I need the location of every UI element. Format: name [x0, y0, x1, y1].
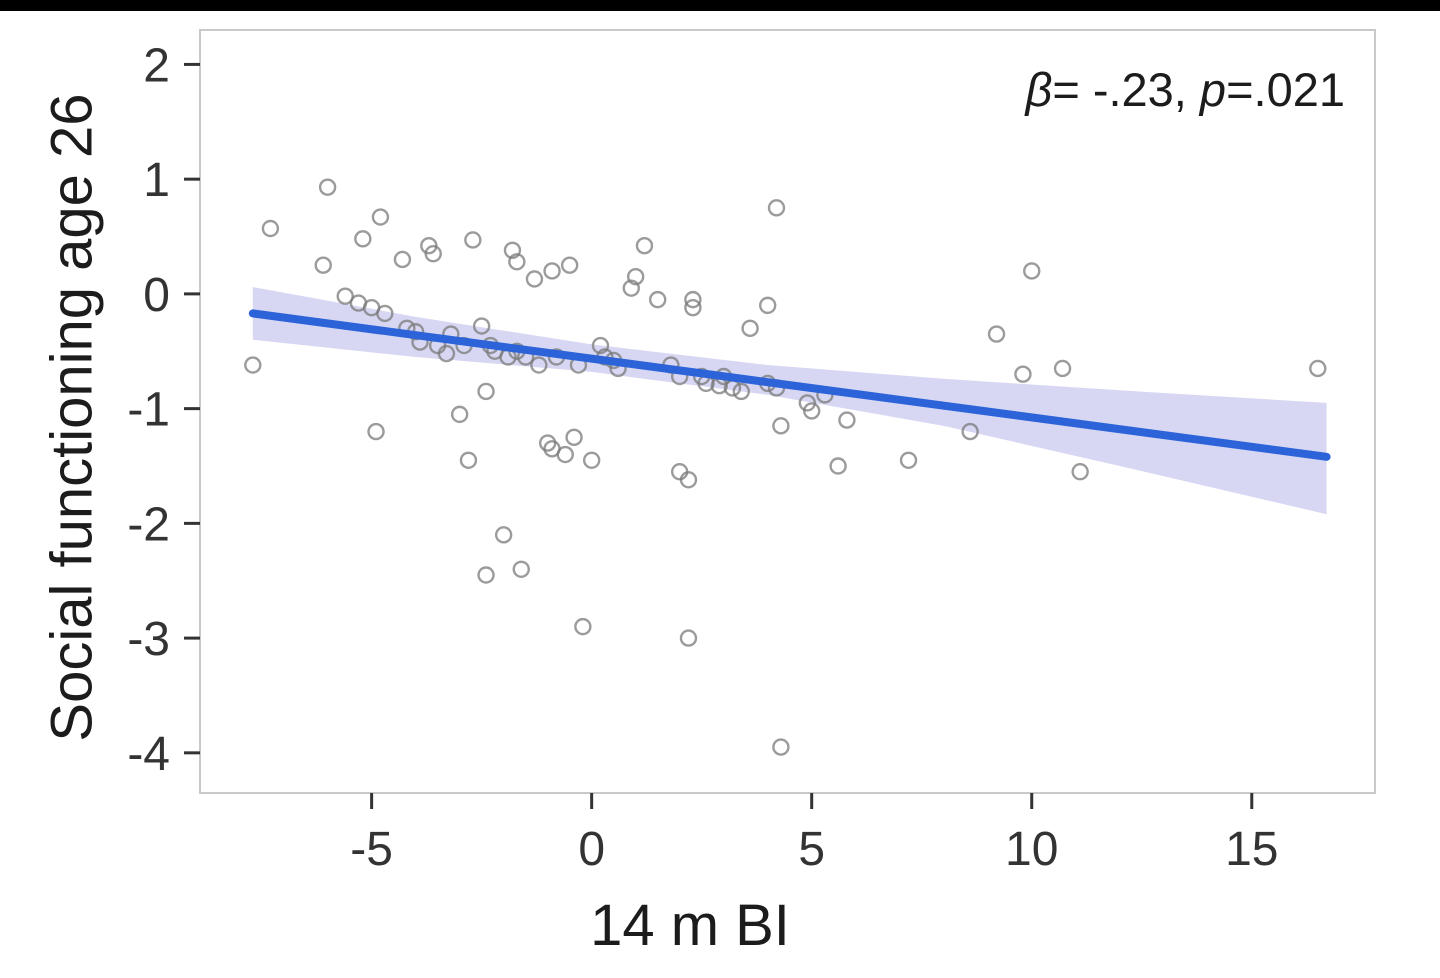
y-tick-label: -2 [127, 498, 170, 551]
data-point [261, 219, 280, 238]
y-tick-label: -4 [127, 728, 170, 781]
y-tick-label: 0 [143, 269, 170, 322]
data-point [494, 526, 513, 544]
data-point [503, 241, 522, 259]
data-point [961, 422, 979, 441]
data-point [560, 256, 579, 274]
x-tick-label: 5 [798, 823, 825, 876]
p-value: =.021 [1226, 63, 1345, 116]
data-point [1071, 463, 1089, 481]
data-point [367, 422, 385, 441]
data-point [318, 178, 337, 196]
data-point [622, 279, 640, 297]
stats-annotation: β= -.23, p=.021 [1025, 62, 1345, 117]
data-point [803, 402, 821, 420]
regression-line [248, 309, 1331, 461]
data-point [530, 356, 548, 374]
data-point [582, 451, 601, 469]
x-tick-label: -5 [350, 823, 393, 876]
data-point [512, 560, 530, 578]
data-point [393, 250, 412, 269]
data-point [829, 457, 847, 475]
data-point [556, 445, 574, 464]
data-point [772, 738, 790, 756]
data-point [464, 231, 482, 249]
data-point [376, 304, 394, 323]
y-axis-label: Social functioning age 26 [39, 93, 105, 742]
data-point [1023, 262, 1041, 280]
data-point [477, 382, 495, 401]
data-point [679, 629, 698, 647]
window-top-edge [0, 0, 1440, 11]
y-tick-label: 1 [143, 154, 170, 207]
x-tick-label: 15 [1225, 823, 1278, 876]
data-point [437, 344, 456, 363]
data-point [648, 290, 667, 309]
y-tick-label: 2 [143, 39, 170, 92]
data-point [336, 287, 354, 305]
data-point [758, 296, 777, 315]
beta-symbol: β [1025, 63, 1053, 116]
data-point [354, 230, 372, 248]
data-point [635, 237, 654, 255]
x-tick-label: 10 [1005, 823, 1058, 876]
data-point [450, 405, 469, 424]
data-point [472, 317, 491, 335]
data-point [314, 256, 332, 274]
data-point [459, 451, 478, 469]
data-point [679, 471, 698, 489]
data-point [371, 208, 390, 226]
p-symbol: p [1199, 63, 1227, 116]
data-point [772, 417, 790, 435]
data-point [565, 428, 583, 447]
data-point [838, 411, 856, 429]
data-point [244, 356, 262, 374]
data-point [543, 262, 561, 280]
data-point [1014, 365, 1032, 383]
data-point [626, 267, 645, 286]
data-point [525, 270, 544, 288]
data-point [574, 617, 592, 636]
data-point [1053, 359, 1072, 378]
data-point [424, 245, 442, 263]
y-tick-label: -3 [127, 613, 170, 666]
data-point [1309, 359, 1327, 378]
data-point [684, 298, 702, 317]
data-point [987, 325, 1006, 343]
data-point [732, 382, 750, 401]
beta-value: = -.23, [1052, 63, 1200, 116]
data-point [684, 290, 702, 309]
plot-panel [199, 29, 1376, 794]
data-point [508, 253, 526, 271]
x-axis-label: 14 m BI [590, 893, 790, 958]
data-point [591, 336, 610, 355]
x-tick-label: 0 [578, 823, 605, 876]
data-point [899, 451, 918, 469]
data-point [477, 566, 495, 584]
y-tick-label: -1 [127, 384, 170, 437]
data-point [767, 199, 786, 217]
data-point [741, 319, 759, 338]
